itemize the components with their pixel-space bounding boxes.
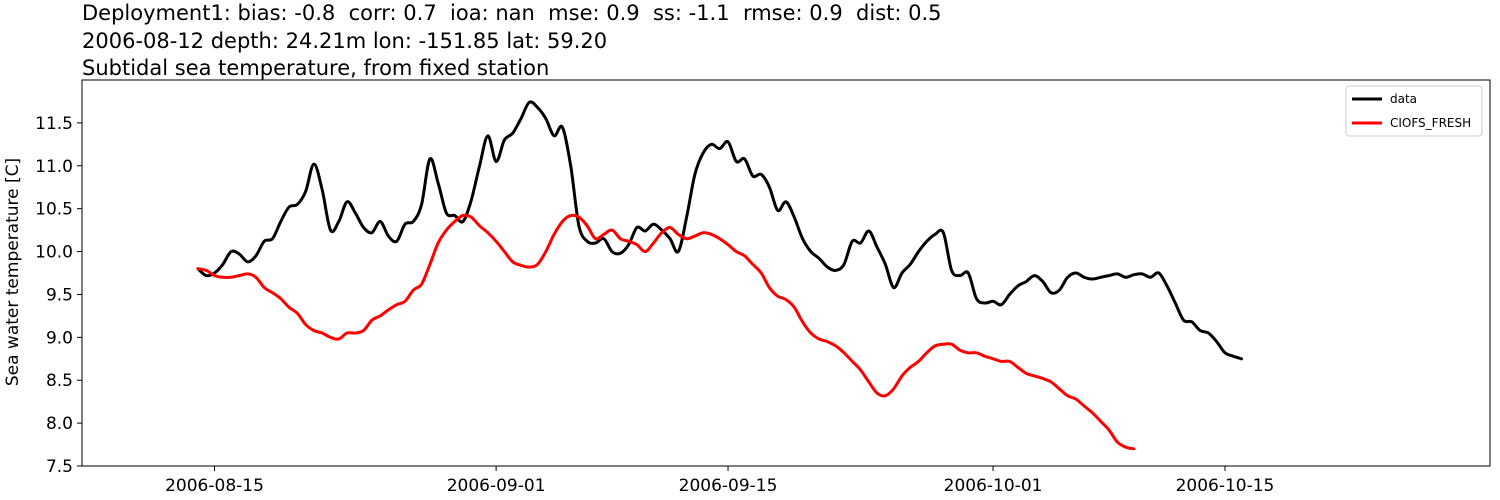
y-tick-label: 9.0 — [46, 328, 73, 348]
plot-frame — [81, 79, 1491, 467]
y-tick-label: 8.0 — [46, 414, 73, 434]
legend-label: CIOFS_FRESH — [1390, 116, 1471, 130]
x-tick-label: 2006-10-15 — [1176, 476, 1275, 496]
x-tick-label: 2006-10-01 — [944, 476, 1043, 496]
y-tick-label: 11.0 — [35, 157, 73, 177]
y-axis-label: Sea water temperature [C] — [3, 158, 23, 386]
chart-title-station: 2006-08-12 depth: 24.21m lon: -151.85 la… — [82, 28, 608, 53]
x-tick-label: 2006-08-15 — [165, 476, 264, 496]
chart-title-description: Subtidal sea temperature, from fixed sta… — [82, 56, 550, 80]
y-tick-label: 7.5 — [46, 457, 73, 477]
x-tick-label: 2006-09-01 — [447, 476, 546, 496]
series-line-model — [196, 213, 1136, 451]
chart-title-stats: Deployment1: bias: -0.8 corr: 0.7 ioa: n… — [82, 1, 942, 25]
y-tick-label: 10.0 — [35, 243, 73, 263]
y-tick-label: 8.5 — [46, 371, 73, 391]
y-tick-label: 11.5 — [35, 114, 73, 134]
x-tick-label: 2006-09-15 — [679, 476, 778, 496]
plot-area: 7.5 8.0 8.5 9.0 9.5 10.0 10.5 11.0 11.5 2006-08-1… — [35, 79, 1491, 496]
chart-title-block: Deployment1: bias: -0.8 corr: 0.7 ioa: n… — [82, 0, 1482, 83]
y-tick-label: 10.5 — [35, 200, 73, 220]
series-line-data — [196, 100, 1243, 361]
y-tick-label: 9.5 — [46, 285, 73, 305]
legend-label: data — [1390, 92, 1417, 106]
